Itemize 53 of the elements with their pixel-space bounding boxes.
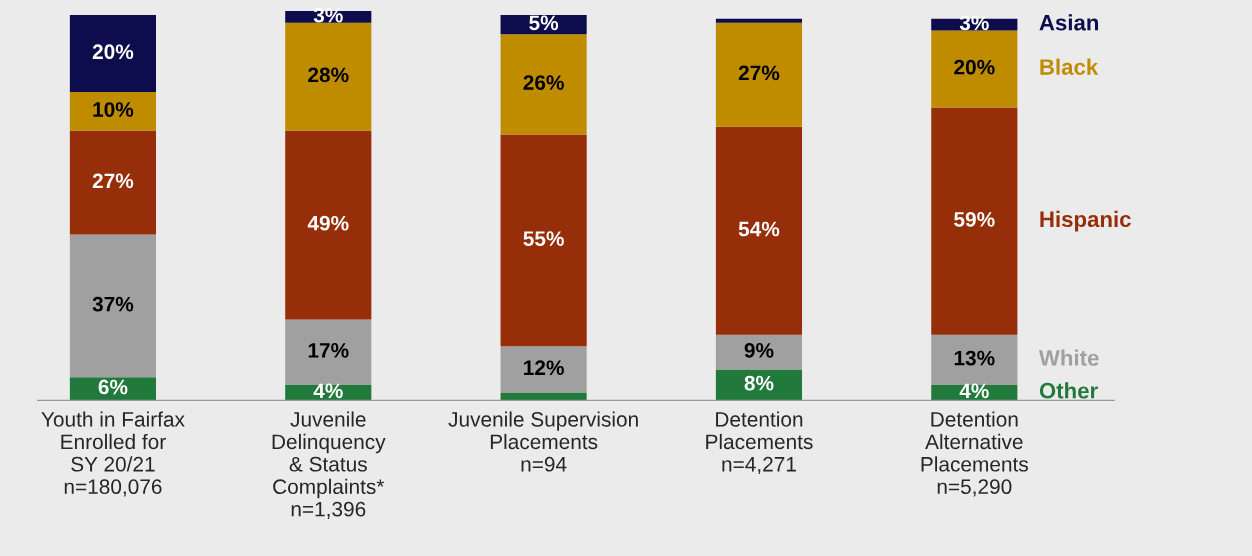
data-label: 3%: [313, 7, 343, 23]
bar: [715, 369, 803, 401]
x-tick-label: Juvenile Delinquency & Status Complaints* n=1,396: [272, 411, 386, 519]
data-label: 17%: [308, 343, 349, 358]
bar: [285, 319, 372, 385]
data-label: 4%: [313, 383, 343, 399]
data-label: 27%: [738, 65, 780, 81]
data-label: 49%: [307, 215, 349, 231]
bar: [69, 130, 156, 235]
bar: [715, 22, 803, 127]
data-label: 13%: [954, 350, 995, 366]
data-label: 10%: [93, 102, 134, 117]
data-label: 12%: [524, 360, 564, 376]
bar: [69, 234, 156, 378]
x-tick-label: Detention Placements n=4,271: [706, 411, 813, 475]
data-label: 5%: [529, 15, 559, 31]
bar: [285, 130, 372, 320]
data-label: 59%: [954, 211, 995, 227]
bar: [69, 92, 156, 131]
data-label: 9%: [744, 342, 774, 358]
bar: [715, 126, 803, 335]
x-tick-label: Juvenile Supervision Placements n=94: [448, 411, 638, 472]
bar: [500, 346, 587, 393]
bar: [931, 334, 1018, 385]
bar: [500, 134, 587, 347]
bar: [69, 14, 156, 93]
bar: [715, 334, 803, 370]
series-label: Black: [1040, 58, 1099, 75]
data-label: 6%: [98, 379, 128, 395]
bar: [285, 22, 372, 131]
data-label: 27%: [92, 173, 134, 189]
bar: [69, 377, 156, 401]
data-label: 54%: [738, 221, 780, 237]
data-label: 55%: [523, 231, 564, 246]
series-label: Other: [1039, 382, 1098, 399]
x-tick-label: Youth in Fairfax Enrolled for SY 20/21 n=180,076: [41, 411, 185, 497]
bar: [931, 107, 1018, 335]
data-label: 20%: [92, 44, 134, 60]
data-label: 8%: [744, 375, 774, 391]
data-label: 4%: [959, 383, 989, 399]
data-label: 37%: [92, 296, 134, 312]
bar: [500, 392, 587, 401]
x-tick-label: Detention Alternative Placements n=5,290: [921, 411, 1028, 497]
data-label: 3%: [959, 15, 989, 31]
bar: [715, 18, 803, 23]
data-label: 26%: [523, 75, 564, 90]
data-label: 28%: [308, 67, 349, 83]
data-label: 20%: [954, 59, 995, 75]
series-label: Hispanic: [1040, 210, 1131, 232]
series-label: Asian: [1039, 14, 1099, 31]
bar: [500, 34, 587, 135]
bar: [931, 30, 1018, 108]
series-label: White: [1038, 349, 1099, 366]
